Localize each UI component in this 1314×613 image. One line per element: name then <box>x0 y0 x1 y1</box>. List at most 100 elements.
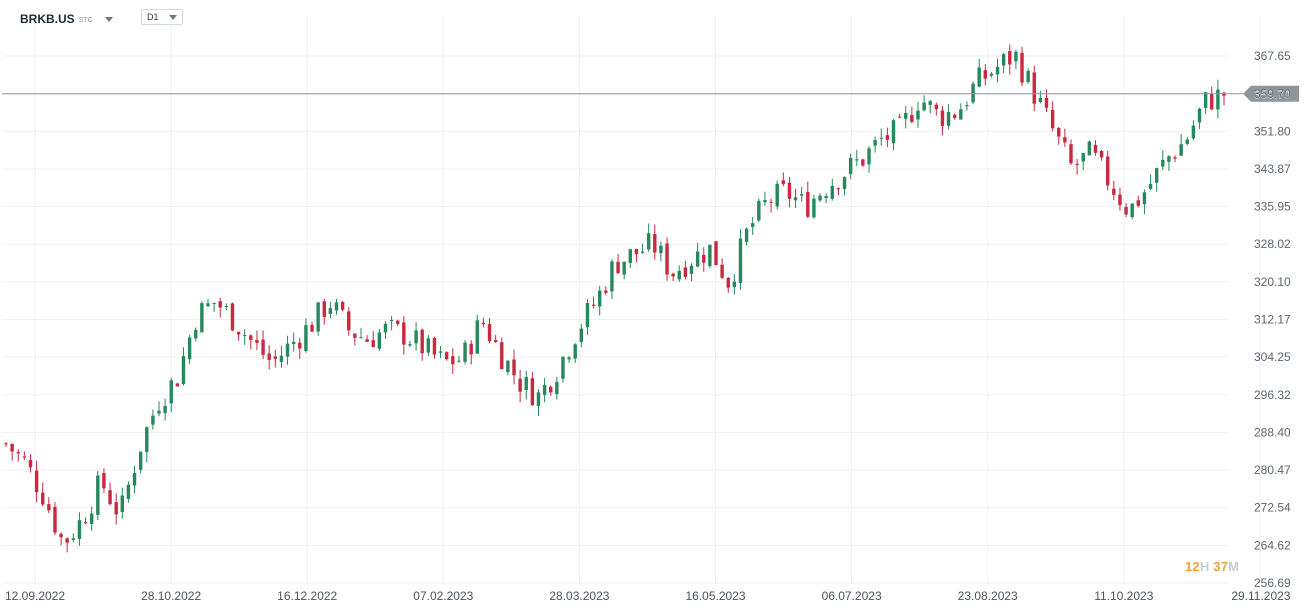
candle-body <box>1203 92 1208 108</box>
candle-body <box>493 340 498 343</box>
candle-body <box>1173 157 1177 159</box>
candle-body <box>549 386 553 393</box>
candle-body <box>126 484 131 499</box>
candle-body <box>108 490 112 505</box>
candle-body <box>181 356 186 385</box>
x-tick-label: 16.05.2023 <box>685 589 745 603</box>
candle-body <box>812 198 816 218</box>
candle-body <box>965 105 969 107</box>
candle-body <box>653 234 657 253</box>
candle-body <box>769 201 773 203</box>
candle-body <box>273 356 278 359</box>
candle-body <box>971 83 975 103</box>
candle-body <box>640 251 645 253</box>
candle-body <box>328 308 333 314</box>
candle-body <box>1197 108 1202 123</box>
candle-body <box>757 200 761 221</box>
candle-body <box>1020 52 1024 83</box>
candle-body <box>916 110 920 120</box>
candle-body <box>10 444 14 452</box>
candle-body <box>855 159 859 161</box>
timer-minutes: 37 <box>1213 559 1229 574</box>
candle-body <box>22 456 27 458</box>
candle-body <box>500 342 504 370</box>
candle-body <box>763 200 767 203</box>
x-tick-label: 28.03.2023 <box>549 589 609 603</box>
candle-body <box>298 342 302 349</box>
y-tick-label: 359.70 <box>1254 87 1291 101</box>
candle-body <box>83 522 88 524</box>
candle-body <box>59 533 63 538</box>
symbol-selector[interactable]: BRKB.US STC <box>20 10 113 28</box>
candle-body <box>1118 194 1122 206</box>
candle-body <box>506 360 510 373</box>
candle-body <box>1154 168 1159 183</box>
candle-body <box>322 301 326 317</box>
candle-body <box>659 245 663 254</box>
candle-body <box>1191 125 1196 139</box>
candle-body <box>689 265 694 274</box>
candle-body <box>995 66 1000 75</box>
x-tick-label: 16.12.2022 <box>277 589 337 603</box>
candle-body <box>316 302 320 332</box>
candle-body <box>359 337 363 339</box>
candle-body <box>1008 51 1012 65</box>
candle-body <box>194 329 198 339</box>
candle-body <box>1075 163 1079 165</box>
candle-body <box>1044 97 1049 108</box>
candle-body <box>457 360 461 362</box>
candle-body <box>138 451 143 470</box>
candle-body <box>1130 203 1134 218</box>
y-tick-label: 320.10 <box>1254 275 1291 289</box>
candle-body <box>610 261 614 292</box>
candle-body <box>334 302 339 311</box>
y-tick-label: 312.17 <box>1254 313 1291 327</box>
candle-body <box>77 520 82 539</box>
candle-body <box>1099 150 1104 158</box>
y-tick-label: 288.40 <box>1254 425 1291 439</box>
candle-body <box>824 195 828 198</box>
candle-body <box>255 340 259 343</box>
x-tick-label: 23.08.2023 <box>958 589 1018 603</box>
candle-body <box>347 311 351 331</box>
candle-body <box>959 109 963 120</box>
candle-body <box>567 357 571 360</box>
candle-body <box>708 244 712 267</box>
candle-body <box>573 344 577 359</box>
candle-body <box>396 320 400 324</box>
timeframe-label: D1 <box>147 12 159 22</box>
x-tick-label: 28.10.2022 <box>141 589 201 603</box>
candle-body <box>530 378 535 406</box>
candle-body <box>28 460 33 468</box>
chevron-down-icon <box>169 14 177 20</box>
y-tick-label: 343.87 <box>1254 162 1291 176</box>
y-tick-label: 328.02 <box>1254 237 1291 251</box>
candle-body <box>983 70 987 79</box>
candle-body <box>389 320 394 322</box>
candle-body <box>438 351 443 353</box>
candle-body <box>114 502 118 515</box>
candle-body <box>1093 145 1098 153</box>
candle-body <box>842 177 847 189</box>
candle-body <box>1014 51 1018 62</box>
candle-body <box>408 344 412 346</box>
y-tick-label: 304.25 <box>1254 350 1291 364</box>
x-tick-label: 07.02.2023 <box>413 589 473 603</box>
candle-body <box>867 148 871 165</box>
timer-minutes-unit: M <box>1228 559 1240 574</box>
candle-body <box>683 267 688 278</box>
candle-body <box>224 306 229 308</box>
candle-body <box>1038 97 1043 103</box>
candle-body <box>695 251 700 267</box>
candle-body <box>487 324 492 342</box>
timeframe-selector[interactable]: D1 <box>141 9 183 25</box>
candle-body <box>897 116 902 118</box>
candle-body <box>714 241 718 266</box>
candle-body <box>230 303 235 331</box>
candle-body <box>836 188 841 190</box>
candle-body <box>463 342 467 362</box>
candle-body <box>420 329 424 354</box>
candle-body <box>579 328 584 343</box>
x-tick-label: 12.09.2022 <box>5 589 65 603</box>
